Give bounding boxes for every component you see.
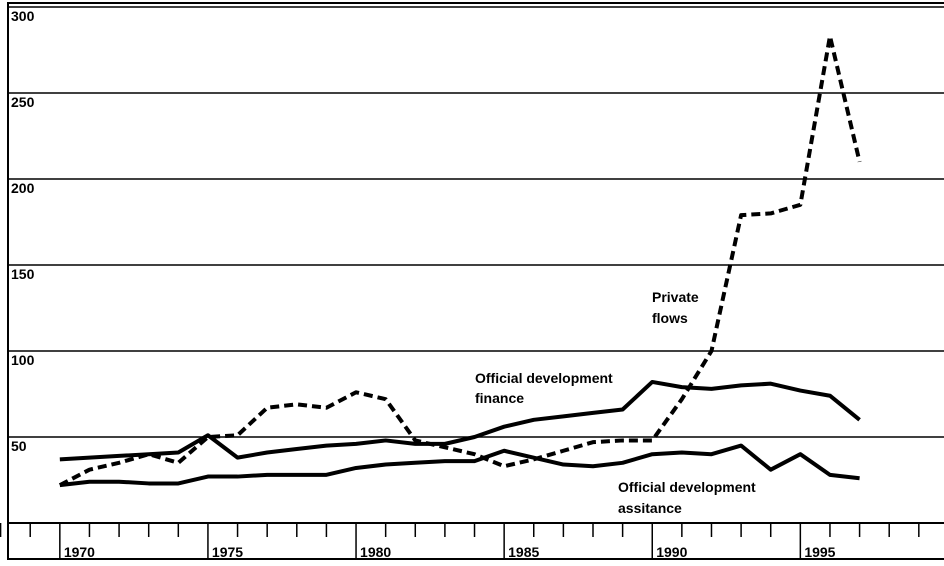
x-tick-label: 1995 — [804, 544, 835, 560]
y-tick-label: 50 — [11, 438, 27, 454]
x-tick-label: 1990 — [656, 544, 687, 560]
plot: 50 100 150 200 250 300 1970 1975 1980 1985 1990 199… — [0, 6, 944, 560]
series-line — [59, 379, 861, 462]
annotation: Official development — [618, 479, 756, 495]
y-tick-label: 250 — [11, 94, 35, 110]
x-tick-label: 1980 — [360, 544, 391, 560]
annotation: finance — [475, 390, 524, 406]
y-tick-label: 100 — [11, 352, 35, 368]
series-line — [59, 443, 860, 488]
x-tick-label: 1985 — [508, 544, 539, 560]
annotation: Private — [652, 289, 699, 305]
annotation: flows — [652, 310, 688, 326]
frame — [7, 2, 944, 560]
annotation: assitance — [618, 500, 682, 516]
series-line — [58, 34, 862, 487]
x-tick-label: 1975 — [212, 544, 243, 560]
y-tick-label: 200 — [11, 180, 35, 196]
annotation: Official development — [475, 370, 613, 386]
y-tick-label: 300 — [11, 8, 35, 24]
y-tick-label: 150 — [11, 266, 35, 282]
x-tick-label: 1970 — [64, 544, 95, 560]
